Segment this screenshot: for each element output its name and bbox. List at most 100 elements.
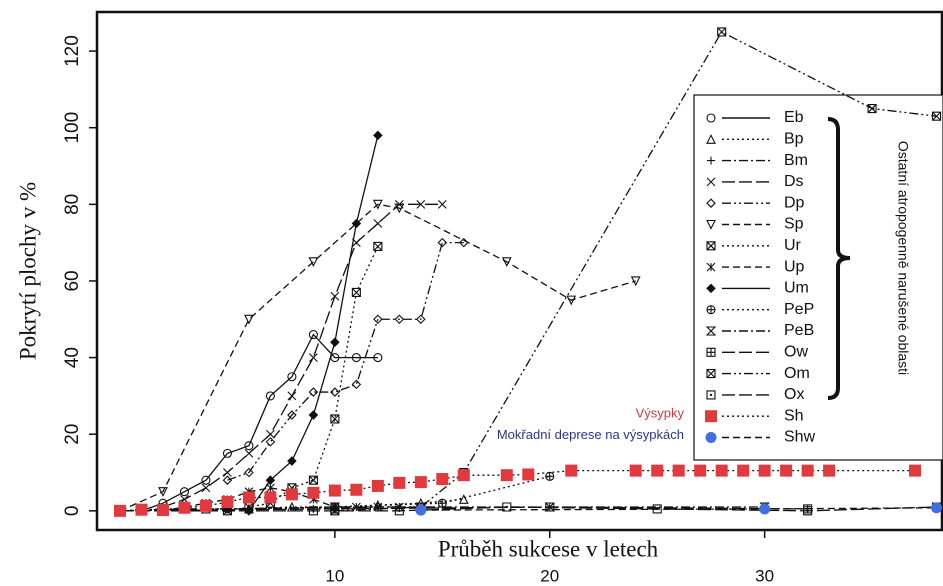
- marker-part: [415, 504, 427, 516]
- legend-box: [693, 94, 943, 461]
- legend-label: Sp: [784, 216, 804, 233]
- marker-part: [113, 504, 126, 517]
- marker-part: [156, 504, 169, 517]
- marker-part: [758, 464, 771, 477]
- marker-part: [307, 486, 320, 499]
- legend-label: PeP: [784, 301, 814, 318]
- marker: [706, 305, 716, 315]
- marker: [265, 475, 276, 485]
- marker: [308, 257, 319, 268]
- marker: [373, 219, 383, 228]
- marker: [328, 484, 341, 497]
- marker-part: [266, 483, 275, 493]
- marker: [307, 486, 320, 499]
- marker-part: [706, 283, 716, 294]
- legend-label: Eb: [784, 109, 804, 126]
- marker: [416, 199, 426, 209]
- marker: [416, 314, 426, 325]
- marker-part: [244, 467, 254, 478]
- marker: [373, 241, 383, 252]
- marker-part: [199, 499, 212, 512]
- marker-part: [457, 469, 470, 482]
- marker-part: [330, 291, 340, 301]
- marker-part: [931, 502, 943, 514]
- marker-part: [350, 483, 363, 496]
- marker: [706, 134, 716, 144]
- legend-label: Bm: [784, 152, 808, 169]
- marker: [287, 410, 297, 420]
- marker: [373, 314, 383, 325]
- marker-part: [287, 410, 297, 420]
- marker: [436, 473, 449, 486]
- marker: [706, 177, 716, 187]
- marker-part: [706, 241, 716, 251]
- marker-part: [629, 464, 642, 477]
- marker-part: [308, 257, 319, 268]
- marker: [629, 464, 642, 477]
- marker: [801, 464, 814, 477]
- legend-label: Up: [784, 258, 805, 275]
- series-line: [141, 333, 378, 512]
- marker-part: [416, 199, 426, 209]
- marker: [309, 353, 318, 362]
- legend-label: Dp: [784, 194, 805, 211]
- marker-part: [458, 494, 469, 504]
- x-tick-label: 30: [755, 566, 774, 585]
- marker-part: [437, 237, 448, 248]
- marker: [931, 502, 943, 514]
- marker: [705, 326, 717, 336]
- marker: [758, 464, 771, 477]
- marker: [705, 410, 717, 423]
- marker-part: [801, 464, 814, 477]
- marker: [458, 494, 469, 504]
- marker: [308, 330, 318, 340]
- marker: [694, 464, 707, 477]
- marker-part: [394, 506, 404, 516]
- plot-area: [113, 27, 943, 517]
- marker: [351, 218, 362, 229]
- series-line: [119, 506, 808, 512]
- x-tick-label: 20: [540, 566, 559, 585]
- marker-part: [351, 287, 361, 298]
- marker-part: [264, 491, 277, 504]
- series-line: [227, 241, 464, 481]
- annotation: Mokřadní deprese na výsypkách: [497, 427, 684, 442]
- marker-part: [373, 241, 383, 252]
- marker-part: [706, 347, 716, 357]
- marker-part: [414, 476, 427, 489]
- marker: [371, 479, 384, 492]
- marker-part: [394, 203, 405, 214]
- marker-part: [328, 484, 341, 497]
- legend-label: Om: [784, 365, 810, 382]
- marker-part: [398, 509, 401, 513]
- marker: [394, 506, 404, 516]
- marker-part: [706, 113, 716, 123]
- marker: [706, 283, 716, 294]
- marker: [308, 387, 319, 397]
- marker-part: [867, 104, 877, 114]
- marker: [437, 199, 447, 209]
- marker-part: [705, 432, 717, 443]
- y-tick-label: 100: [62, 112, 83, 144]
- marker-part: [222, 475, 233, 485]
- marker: [135, 503, 148, 516]
- marker: [179, 487, 190, 497]
- marker: [351, 287, 361, 298]
- marker-part: [715, 464, 728, 477]
- legend-label: Ur: [784, 237, 802, 254]
- legend-note: Ostatní atropogenně narušené oblasti: [895, 141, 911, 375]
- marker: [287, 372, 297, 382]
- marker: [350, 483, 363, 496]
- marker: [414, 476, 427, 489]
- y-tick-label: 40: [62, 347, 83, 368]
- marker-part: [244, 448, 254, 458]
- marker-part: [652, 504, 662, 514]
- marker-part: [803, 506, 813, 516]
- marker: [330, 387, 340, 397]
- marker-part: [500, 469, 513, 482]
- marker: [909, 464, 922, 477]
- marker-part: [759, 503, 771, 515]
- marker: [199, 499, 212, 512]
- marker-part: [672, 464, 685, 477]
- marker: [330, 504, 340, 514]
